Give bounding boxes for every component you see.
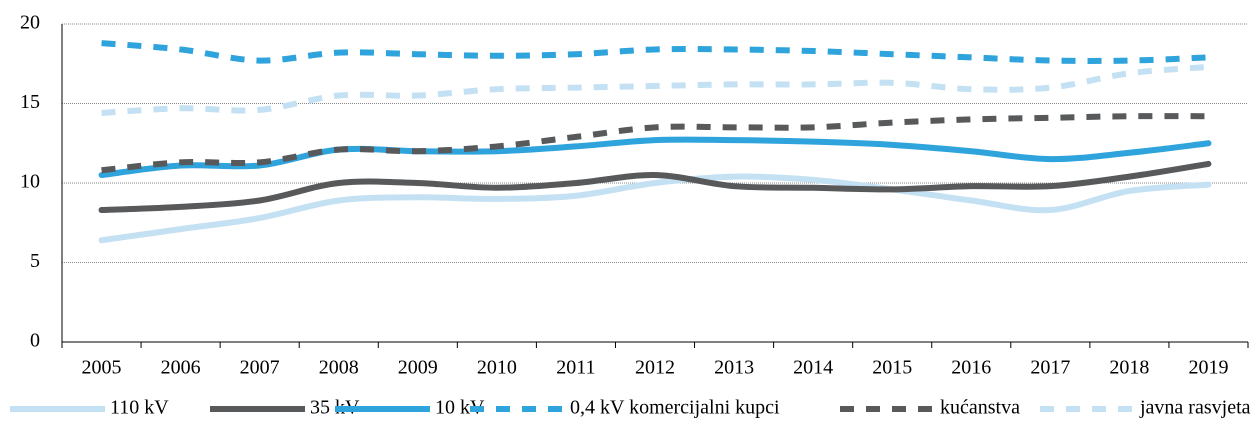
x-tick-label: 2016 bbox=[951, 357, 991, 379]
legend-label: 10 kV bbox=[435, 397, 485, 419]
x-tick-label: 2010 bbox=[477, 357, 517, 379]
x-tick-label: 2017 bbox=[1030, 357, 1070, 379]
x-tick-label: 2009 bbox=[398, 357, 438, 379]
legend-label: javna rasvjeta bbox=[1139, 397, 1251, 419]
y-tick-label: 15 bbox=[20, 91, 40, 113]
x-tick-label: 2011 bbox=[556, 357, 595, 379]
y-tick-label: 0 bbox=[30, 330, 40, 352]
series-line bbox=[101, 40, 1209, 64]
series-line bbox=[98, 160, 1212, 214]
series-line bbox=[101, 63, 1209, 117]
x-tick-label: 2014 bbox=[793, 357, 833, 379]
x-tick-label: 2015 bbox=[872, 357, 912, 379]
x-tick-label: 2018 bbox=[1109, 357, 1149, 379]
series-line bbox=[101, 113, 1209, 174]
legend-label: kućanstva bbox=[940, 397, 1020, 419]
x-tick-label: 2019 bbox=[1188, 357, 1228, 379]
y-tick-label: 10 bbox=[20, 171, 40, 193]
series-line bbox=[98, 136, 1212, 179]
legend-label: 0,4 kV komercijalni kupci bbox=[570, 397, 780, 419]
y-tick-label: 5 bbox=[30, 250, 40, 272]
x-tick-label: 2008 bbox=[319, 357, 359, 379]
legend-label: 110 kV bbox=[110, 397, 169, 419]
x-tick-label: 2006 bbox=[161, 357, 201, 379]
x-tick-label: 2005 bbox=[82, 357, 122, 379]
x-tick-label: 2007 bbox=[240, 357, 280, 379]
x-tick-label: 2012 bbox=[635, 357, 675, 379]
x-tick-label: 2013 bbox=[714, 357, 754, 379]
series-line bbox=[98, 173, 1212, 244]
y-tick-label: 20 bbox=[20, 12, 40, 34]
